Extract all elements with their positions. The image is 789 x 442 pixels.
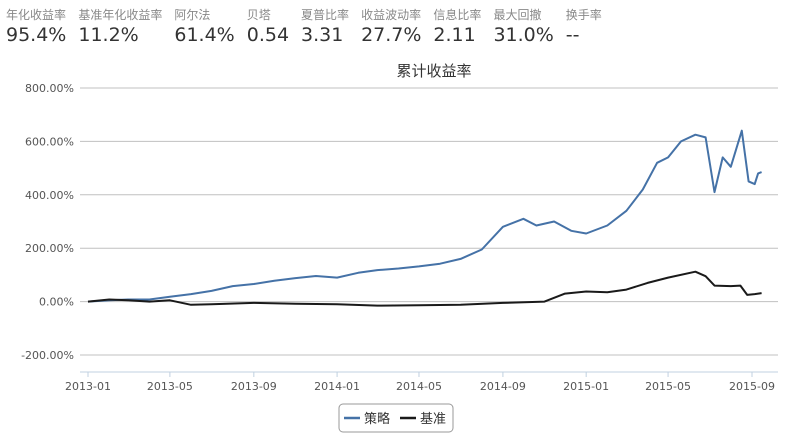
stat-label: 阿尔法 bbox=[174, 8, 211, 22]
y-tick-label: 0.00% bbox=[39, 296, 74, 309]
stat-value: 2.11 bbox=[433, 24, 476, 46]
x-tick-label: 2013-01 bbox=[65, 380, 111, 393]
y-tick-label: 200.00% bbox=[25, 242, 74, 255]
stat-value: 95.4% bbox=[6, 24, 67, 46]
x-tick-label: 2014-01 bbox=[314, 380, 360, 393]
x-tick-label: 2015-01 bbox=[563, 380, 609, 393]
stat-item: 最大回撤 31.0% bbox=[493, 6, 553, 46]
x-tick-label: 2015-05 bbox=[645, 380, 691, 393]
legend-strategy[interactable]: 策略 bbox=[364, 411, 390, 427]
chart-title: 累计收益率 bbox=[396, 62, 471, 80]
stat-label: 基准年化收益率 bbox=[78, 8, 163, 22]
stat-label: 换手率 bbox=[565, 8, 602, 22]
stat-item: 信息比率 2.11 bbox=[433, 6, 481, 46]
stat-value: 0.54 bbox=[246, 24, 290, 46]
stat-item: 年化收益率 95.4% bbox=[6, 6, 66, 46]
x-tick-label: 2015-09 bbox=[729, 380, 775, 393]
stat-item: 收益波动率 27.7% bbox=[361, 6, 421, 46]
stat-item: 贝塔 0.54 bbox=[247, 6, 289, 46]
legend: 策略 基准 bbox=[338, 403, 454, 433]
stat-value: 31.0% bbox=[493, 24, 554, 46]
x-tick-label: 2014-09 bbox=[480, 380, 526, 393]
stat-value: 3.31 bbox=[301, 24, 344, 46]
stat-value: -- bbox=[565, 24, 580, 46]
benchmark-line bbox=[87, 270, 762, 307]
stat-label: 年化收益率 bbox=[6, 8, 67, 22]
legend-benchmark[interactable]: 基准 bbox=[420, 412, 446, 427]
stat-item: 基准年化收益率 11.2% bbox=[78, 6, 162, 46]
stat-value: 61.4% bbox=[174, 24, 235, 46]
stat-item: 夏普比率 3.31 bbox=[301, 6, 349, 46]
x-tick-label: 2014-05 bbox=[396, 380, 442, 393]
stat-label: 收益波动率 bbox=[361, 8, 422, 22]
y-tick-label: -200.00% bbox=[21, 349, 74, 362]
stat-label: 信息比率 bbox=[433, 8, 482, 22]
stat-label: 贝塔 bbox=[246, 8, 271, 22]
stat-label: 最大回撤 bbox=[493, 8, 542, 22]
strategy-line bbox=[87, 129, 762, 303]
stat-item: 阿尔法 61.4% bbox=[174, 6, 234, 46]
stat-item: 换手率 -- bbox=[566, 6, 602, 46]
stat-label: 夏普比率 bbox=[301, 8, 350, 22]
stat-value: 11.2% bbox=[78, 24, 139, 46]
stats-bar: 年化收益率 95.4% 基准年化收益率 11.2% 阿尔法 61.4% 贝塔 0.54 夏普比率… bbox=[6, 6, 614, 46]
x-tick-label: 2013-09 bbox=[231, 380, 277, 393]
y-tick-label: 800.00% bbox=[25, 82, 74, 95]
stat-value: 27.7% bbox=[361, 24, 422, 46]
y-tick-label: 400.00% bbox=[25, 189, 74, 202]
x-tick-label: 2013-05 bbox=[147, 380, 193, 393]
y-tick-label: 600.00% bbox=[25, 135, 74, 148]
